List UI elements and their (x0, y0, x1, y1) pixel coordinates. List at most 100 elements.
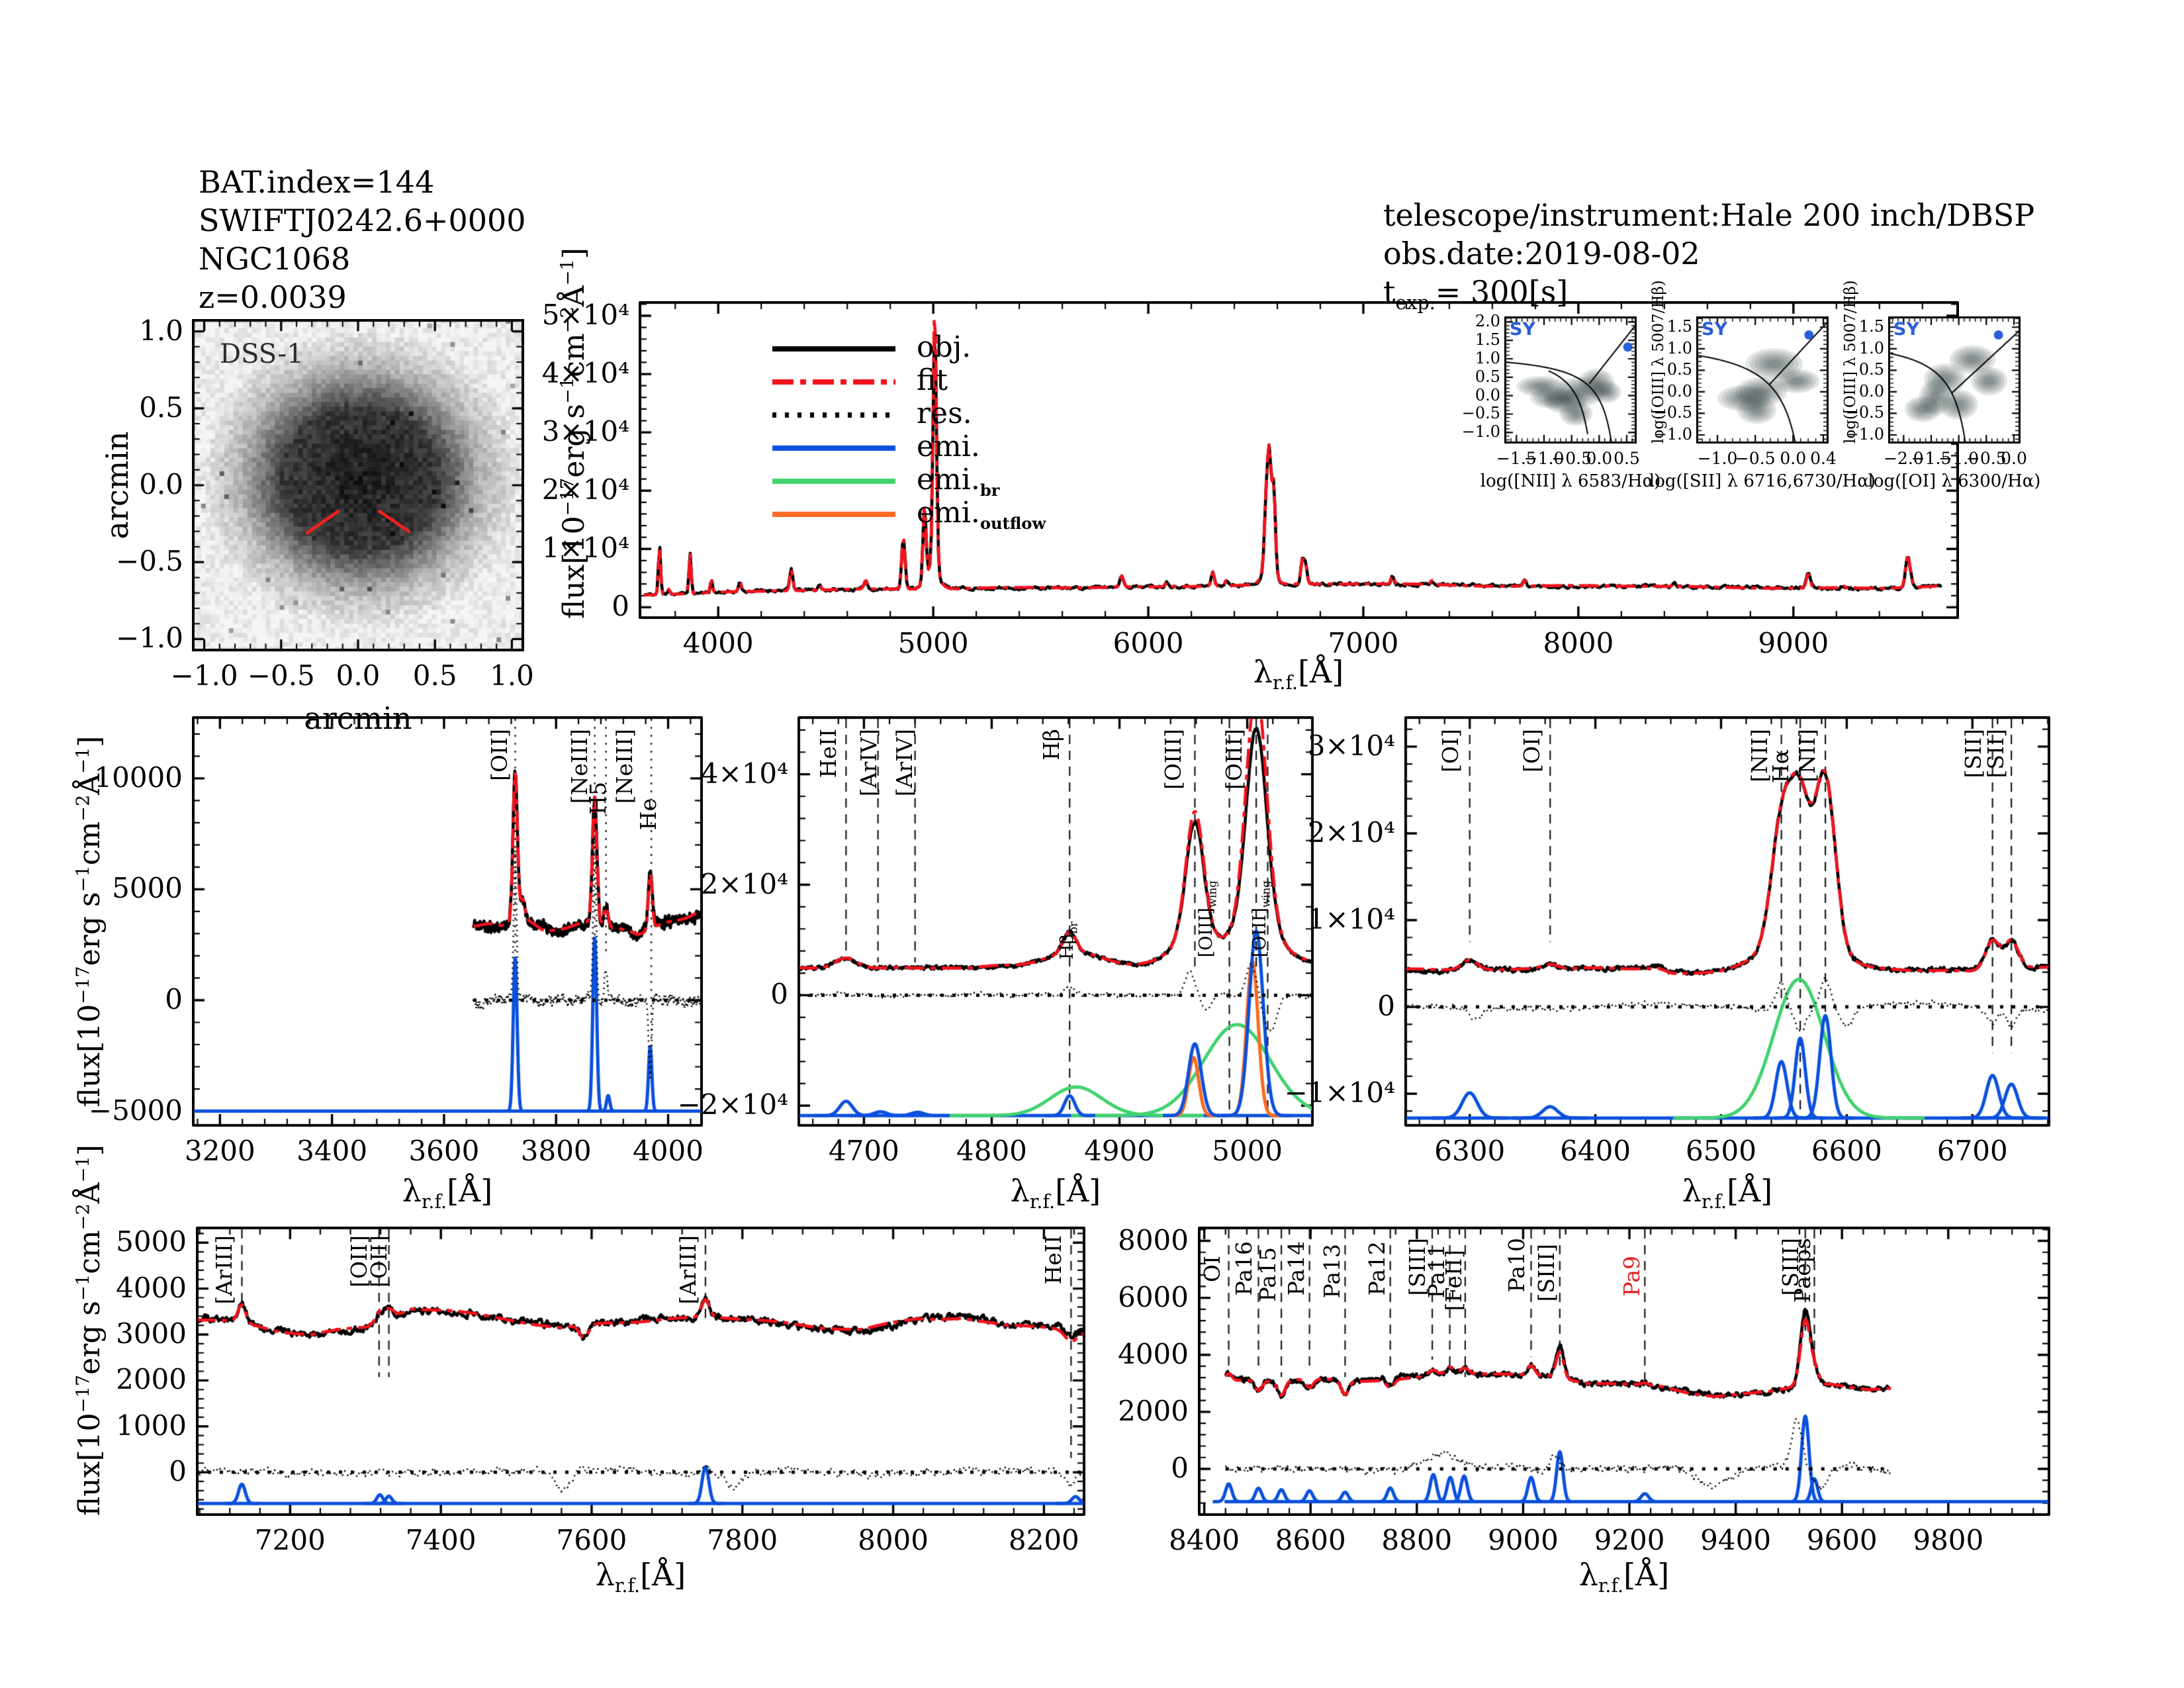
bpt2-xtick-label-3: −0.5 (1966, 449, 2007, 468)
bat-index: BAT.index=144 (199, 164, 435, 200)
mc-xtick-label-2: 4900 (1084, 1135, 1155, 1167)
mc-line-label-7: [OIII]wing (1196, 880, 1219, 958)
mc-plot-canvas (797, 716, 1314, 1127)
main-ytick-label-5: 5×10⁴ (541, 299, 629, 332)
br-xaxis-label: λr.f.[Å] (1578, 1557, 1670, 1597)
mc-line-label-5: [OIII] (1221, 728, 1248, 790)
legend-label-4: emi.br (917, 463, 1000, 500)
legend-sample-solid-3 (771, 444, 897, 453)
br-line-label-11: Pa9 (1618, 1255, 1645, 1297)
br-line-label-5: Pa12 (1363, 1241, 1390, 1296)
dss-image-canvas (192, 319, 524, 651)
bpt-inset-canvas-0 (1504, 316, 1637, 444)
mr-xtick-label-1: 6400 (1560, 1135, 1631, 1167)
mc-ytick-label-0: −2×10⁴ (677, 1088, 788, 1121)
mr-ytick-label-2: 1×10⁴ (1307, 903, 1395, 936)
mc-line-label-3: Hβ (1038, 728, 1065, 761)
mr-line-label-0: [OI] (1437, 728, 1464, 773)
mc-ytick-label-3: 4×10⁴ (700, 757, 788, 790)
bpt1-xtick-label-1: −0.5 (1735, 449, 1776, 468)
br-ytick-label-1: 2000 (1118, 1394, 1189, 1427)
bpt1-ytick-label-2: 0.5 (1666, 360, 1692, 379)
ml-ytick-label-0: −5000 (88, 1094, 183, 1127)
bpt0-xtick-label-2: −0.5 (1551, 449, 1592, 468)
br-line-label-1: Pa16 (1231, 1241, 1257, 1296)
bl-ytick-label-5: 5000 (116, 1225, 187, 1258)
dss-xaxis-label: arcmin (304, 700, 412, 736)
legend-sample-dotted-2 (771, 410, 897, 420)
dss-ytick-label-0: −1.0 (116, 622, 183, 655)
ml-ytick-label-2: 5000 (112, 872, 183, 905)
ml-xtick-label-1: 3400 (296, 1135, 368, 1167)
bl-xtick-label-0: 7200 (254, 1524, 326, 1556)
br-xtick-label-3: 9000 (1487, 1524, 1559, 1556)
dss-xtick-label-0: −1.0 (170, 659, 238, 692)
ml-line-label-2: H5 (584, 782, 611, 815)
ml-xtick-label-0: 3200 (184, 1135, 255, 1167)
br-xtick-label-1: 8600 (1275, 1524, 1346, 1556)
dss-xtick-label-1: −0.5 (247, 659, 315, 692)
bpt0-ytick-label-0: 2.0 (1475, 312, 1500, 331)
ml-xtick-label-4: 4000 (633, 1135, 704, 1167)
redshift: z=0.0039 (199, 279, 347, 315)
mc-line-label-1: [ArIV] (856, 728, 882, 796)
main-xtick-label-1: 5000 (897, 627, 969, 659)
ml-ytick-label-3: 10000 (94, 761, 183, 794)
br-xtick-label-0: 8400 (1169, 1524, 1240, 1556)
ml-line-label-3: [NeIII] (612, 728, 638, 804)
mr-ytick-label-0: −1×10⁴ (1284, 1076, 1395, 1109)
dss-xtick-label-3: 0.5 (412, 659, 457, 692)
bl-ytick-label-2: 2000 (116, 1363, 187, 1396)
dss-ytick-label-4: 1.0 (139, 314, 183, 347)
mr-line-label-3: Hα (1768, 749, 1794, 783)
main-xaxis-label: λr.f.[Å] (1253, 654, 1344, 694)
obs-date: obs.date:2019-08-02 (1383, 236, 1700, 271)
legend-label-3: emi. (917, 430, 980, 463)
bpt2-ytick-label-2: 0.5 (1858, 360, 1884, 379)
mr-xtick-label-0: 6300 (1434, 1135, 1506, 1167)
main-xtick-label-5: 9000 (1758, 627, 1829, 659)
bpt0-ytick-label-1: 1.5 (1475, 330, 1500, 350)
ml-line-label-0: [OII] (486, 728, 513, 781)
main-ytick-label-2: 2×10⁴ (541, 473, 629, 506)
legend-label-2: res. (917, 397, 972, 430)
bpt0-ytick-label-4: 0.0 (1475, 385, 1500, 404)
mc-ytick-label-2: 2×10⁴ (700, 867, 788, 900)
object-name: NGC1068 (199, 241, 351, 277)
dss-xtick-label-4: 1.0 (490, 659, 534, 692)
br-ytick-label-0: 0 (1171, 1451, 1189, 1484)
mc-xtick-label-1: 4800 (956, 1135, 1027, 1167)
main-ytick-label-3: 3×10⁴ (541, 415, 629, 448)
bpt0-xaxis-label: log([NII] λ 6583/Hα) (1480, 471, 1661, 491)
bpt0-ytick-label-3: 0.5 (1475, 367, 1500, 386)
main-yaxis-label: flux[10−17erg s−1cm−2Å−1] (557, 248, 591, 619)
legend-sample-solid-0 (771, 344, 897, 353)
bpt2-ytick-label-0: 1.5 (1858, 317, 1884, 336)
bl-xaxis-label: λr.f.[Å] (595, 1557, 686, 1597)
bpt0-xtick-label-4: 0.5 (1614, 449, 1640, 468)
mr-line-label-4: [NII] (1794, 728, 1821, 782)
mc-ytick-label-1: 0 (770, 978, 788, 1011)
bpt2-xtick-label-2: −1.0 (1938, 449, 1979, 468)
main-xtick-label-3: 7000 (1328, 627, 1399, 659)
bpt-inset-canvas-2 (1888, 316, 2021, 444)
bpt-sy-label-0: SY (1510, 319, 1535, 340)
bl-line-label-0: [ArIII] (211, 1235, 238, 1305)
bl-ytick-label-3: 3000 (116, 1317, 187, 1350)
bl-plot-canvas (196, 1227, 1085, 1516)
main-ytick-label-0: 0 (612, 590, 629, 623)
legend-sample-dashdot-1 (771, 377, 897, 387)
ml-plot-canvas (192, 716, 703, 1127)
mc-line-label-4: [OIII] (1160, 728, 1186, 790)
dss-ytick-label-1: −0.5 (116, 545, 183, 578)
bl-xtick-label-5: 8200 (1008, 1524, 1079, 1556)
bpt1-xaxis-label: log([SII] λ 6716,6730/Hα) (1649, 471, 1876, 491)
mr-ytick-label-4: 3×10⁴ (1307, 729, 1395, 762)
telescope-instrument: telescope/instrument:Hale 200 inch/DBSP (1383, 197, 2035, 233)
legend-label-5: emi.outflow (917, 496, 1046, 533)
br-xtick-label-5: 9400 (1700, 1524, 1772, 1556)
bpt2-xtick-label-4: 0.0 (2001, 449, 2027, 468)
dss-yaxis-label: arcmin (99, 431, 135, 539)
mc-line-label-2: [ArIV] (891, 728, 918, 796)
bpt2-ytick-label-4: −0.5 (1845, 403, 1884, 422)
